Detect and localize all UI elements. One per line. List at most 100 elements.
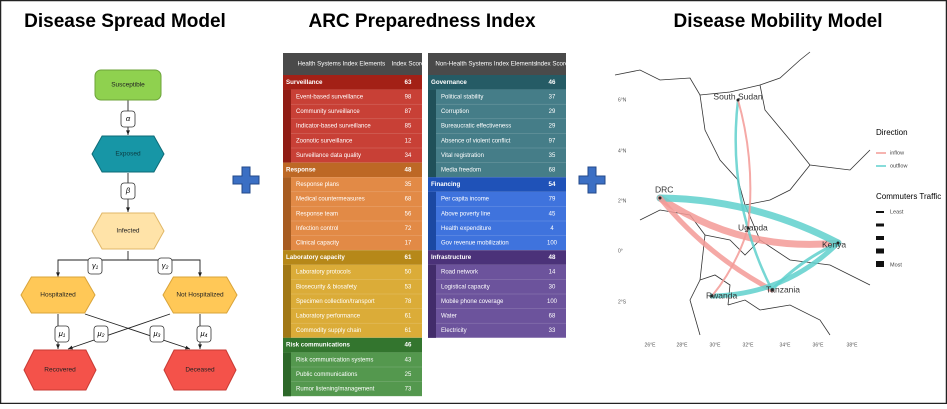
item-score: 68 (405, 197, 412, 203)
group-strip (283, 177, 291, 251)
map-panel (614, 51, 871, 336)
item-name: Indicator-based surveillance (296, 124, 371, 130)
item-score: 87 (405, 109, 412, 115)
arrow (67, 313, 171, 350)
group-name: Risk communications (286, 342, 351, 349)
item-name: Media freedom (441, 167, 481, 173)
item-name: Absence of violent conflict (441, 138, 511, 144)
item-name: Infection control (296, 226, 338, 232)
item-score: 12 (405, 138, 412, 144)
item-name: Public communications (296, 372, 357, 378)
node-shape (20, 276, 96, 314)
group-score: 54 (549, 181, 556, 188)
legend-title: Direction (876, 128, 908, 137)
rate-box (120, 182, 136, 200)
group-score: 48 (405, 167, 412, 174)
rate-box (149, 325, 165, 343)
item-name: Response plans (296, 182, 339, 188)
node-shape (91, 212, 165, 250)
item-score: 73 (405, 386, 412, 392)
flow-arc (737, 99, 752, 229)
country-label: Kenya (822, 239, 846, 249)
item-score: 56 (405, 211, 412, 217)
item-name: Laboratory performance (296, 313, 361, 319)
rate-label: γ₁ (92, 261, 99, 270)
group-body (283, 352, 422, 397)
item-score: 97 (549, 138, 556, 144)
item-score: 79 (549, 197, 556, 203)
item-name: Specimen collection/transport (296, 299, 375, 305)
item-name: Above poverty line (441, 211, 491, 217)
item-name: Surveillance data quality (296, 153, 361, 159)
item-score: 4 (550, 226, 554, 232)
rate-box (93, 325, 109, 343)
group-header (283, 250, 422, 265)
legend-label: outflow (890, 163, 907, 169)
item-name: Health expenditure (441, 226, 492, 232)
rate-box (196, 325, 212, 343)
group-score: 63 (405, 79, 412, 86)
item-score: 34 (405, 153, 412, 159)
item-score: 61 (405, 328, 412, 334)
group-name: Infrastructure (431, 254, 472, 261)
item-name: Community surveillance (296, 109, 360, 115)
item-score: 45 (549, 211, 556, 217)
lat-label: 2°S (618, 299, 627, 305)
legend-size-swatch (876, 248, 884, 254)
lon-label: 36°E (813, 342, 825, 348)
item-name: Laboratory protocols (296, 270, 351, 276)
node-shape (94, 69, 162, 101)
lat-label: 2°N (618, 198, 627, 204)
item-score: 50 (405, 270, 412, 276)
node-shape (91, 135, 165, 173)
rate-label: α (126, 114, 131, 123)
item-score: 35 (549, 153, 556, 159)
group-strip (428, 264, 436, 338)
item-name: Rumor listening/management (296, 386, 375, 392)
legend-title: Commuters Traffic (876, 192, 941, 201)
group-score: 46 (405, 342, 412, 349)
item-name: Water (441, 313, 457, 319)
country-label: South Sudan (713, 91, 762, 101)
panel-title: Disease Spread Model (24, 11, 226, 32)
city-dot (710, 294, 714, 298)
node-label: Deceased (185, 367, 215, 374)
group-name: Laboratory capacity (286, 254, 345, 261)
item-name: Commodity supply chain (296, 328, 361, 334)
group-strip (283, 89, 291, 163)
item-name: Vital registration (441, 153, 484, 159)
group-name: Response (286, 167, 316, 174)
item-name: Gov revenue mobilization (441, 240, 509, 246)
item-name: Political stability (441, 94, 483, 100)
node-shape (23, 349, 97, 391)
node-label: Susceptible (111, 82, 145, 89)
table-header (283, 53, 422, 75)
item-score: 35 (405, 182, 412, 188)
lat-label: 0° (618, 248, 623, 254)
item-score: 33 (549, 328, 556, 334)
flow-arc (656, 194, 842, 247)
group-body (283, 177, 422, 251)
item-name: Mobile phone coverage (441, 299, 504, 305)
header-label: Health Systems Index Elements (298, 61, 386, 68)
item-score: 25 (405, 372, 412, 378)
lat-label: 4°N (618, 148, 627, 154)
item-name: Road network (441, 270, 479, 276)
header-label: Index Score (391, 61, 425, 68)
rate-box (157, 257, 173, 275)
item-name: Per capita income (441, 197, 490, 203)
rate-label: γ₂ (162, 261, 169, 270)
item-score: 68 (549, 167, 556, 173)
flow-arc (734, 98, 774, 292)
city-dot (836, 241, 840, 245)
panel-title: ARC Preparedness Index (308, 11, 535, 32)
legend-size-swatch (876, 261, 884, 267)
rate-label: β (125, 186, 131, 195)
group-strip (283, 264, 291, 338)
group-strip (428, 89, 436, 178)
item-score: 61 (405, 313, 412, 319)
table-header (428, 53, 566, 75)
item-name: Zoonotic surveillance (296, 138, 353, 144)
country-label: Uganda (738, 222, 768, 232)
